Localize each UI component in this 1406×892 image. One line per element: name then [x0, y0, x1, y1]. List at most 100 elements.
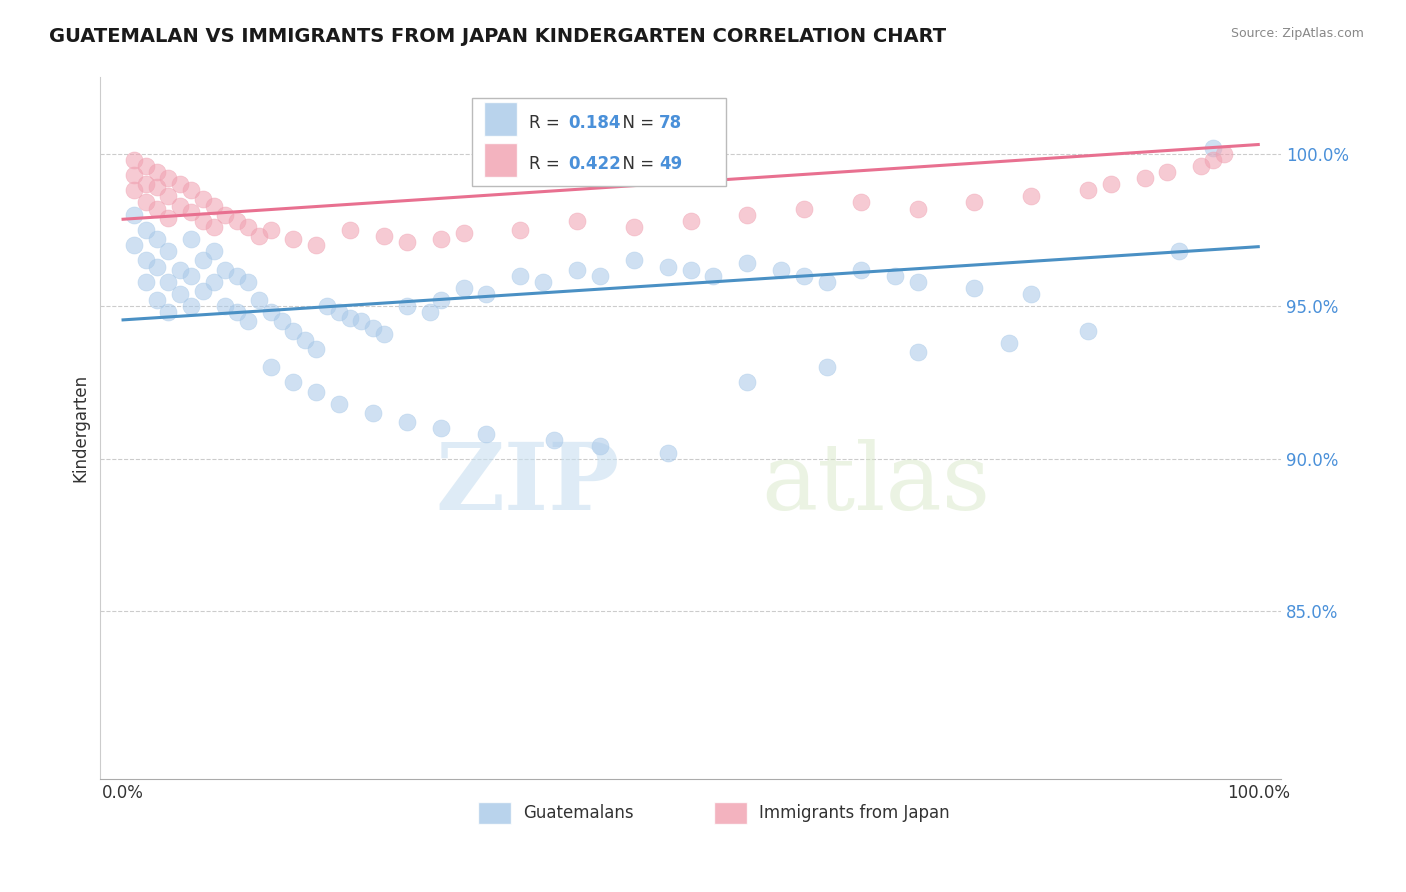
Point — [589, 268, 612, 283]
Point — [124, 238, 146, 252]
Point — [702, 268, 724, 283]
Point — [305, 384, 328, 399]
Point — [225, 305, 247, 319]
Point — [135, 223, 157, 237]
Text: R =: R = — [529, 155, 565, 173]
Point — [737, 256, 759, 270]
Point — [453, 226, 475, 240]
Point — [214, 299, 236, 313]
Point — [884, 268, 907, 283]
Point — [531, 275, 554, 289]
Point — [453, 281, 475, 295]
Point — [294, 333, 316, 347]
Text: N =: N = — [612, 155, 659, 173]
Point — [180, 183, 202, 197]
FancyBboxPatch shape — [472, 98, 725, 186]
Point — [202, 244, 225, 259]
Point — [135, 159, 157, 173]
Point — [1077, 324, 1099, 338]
Text: N =: N = — [612, 114, 659, 132]
Point — [214, 262, 236, 277]
FancyBboxPatch shape — [478, 802, 512, 824]
Point — [157, 171, 180, 186]
Y-axis label: Kindergarten: Kindergarten — [72, 374, 89, 483]
Point — [589, 439, 612, 453]
Point — [169, 177, 191, 191]
Point — [395, 235, 418, 249]
Point — [793, 268, 815, 283]
Point — [236, 219, 259, 234]
Point — [1019, 189, 1042, 203]
Point — [191, 253, 214, 268]
Point — [623, 253, 645, 268]
Point — [202, 198, 225, 212]
Point — [328, 397, 350, 411]
Point — [146, 232, 169, 246]
Point — [146, 180, 169, 194]
Point — [737, 376, 759, 390]
Point — [124, 168, 146, 182]
Point — [907, 202, 929, 216]
Point — [247, 293, 270, 307]
Point — [907, 345, 929, 359]
Point — [679, 213, 702, 227]
Point — [236, 275, 259, 289]
Point — [623, 219, 645, 234]
Point — [328, 305, 350, 319]
Point — [180, 268, 202, 283]
Point — [157, 244, 180, 259]
Point — [361, 320, 384, 334]
Text: 0.184: 0.184 — [568, 114, 620, 132]
Text: 49: 49 — [659, 155, 682, 173]
Point — [1167, 244, 1189, 259]
Point — [259, 305, 281, 319]
Text: GUATEMALAN VS IMMIGRANTS FROM JAPAN KINDERGARTEN CORRELATION CHART: GUATEMALAN VS IMMIGRANTS FROM JAPAN KIND… — [49, 27, 946, 45]
Point — [202, 275, 225, 289]
Point — [271, 314, 294, 328]
Point — [543, 434, 565, 448]
Point — [395, 299, 418, 313]
Point — [191, 213, 214, 227]
Point — [305, 342, 328, 356]
Text: Source: ZipAtlas.com: Source: ZipAtlas.com — [1230, 27, 1364, 40]
Point — [430, 421, 453, 435]
Point — [124, 183, 146, 197]
Point — [1099, 177, 1122, 191]
Point — [361, 406, 384, 420]
Point — [259, 360, 281, 375]
Point — [169, 262, 191, 277]
Point — [475, 427, 498, 442]
Point — [815, 360, 838, 375]
Point — [135, 253, 157, 268]
Point — [124, 208, 146, 222]
Point — [1213, 146, 1236, 161]
Point — [350, 314, 373, 328]
Text: atlas: atlas — [762, 439, 991, 529]
Point — [679, 262, 702, 277]
Point — [191, 193, 214, 207]
Point — [180, 204, 202, 219]
Point — [475, 287, 498, 301]
Point — [305, 238, 328, 252]
Point — [1019, 287, 1042, 301]
FancyBboxPatch shape — [714, 802, 748, 824]
Point — [963, 195, 986, 210]
Point — [565, 213, 588, 227]
Point — [849, 262, 872, 277]
Point — [180, 299, 202, 313]
Point — [509, 268, 531, 283]
Point — [316, 299, 339, 313]
Point — [236, 314, 259, 328]
Text: ZIP: ZIP — [436, 439, 620, 529]
Point — [283, 324, 305, 338]
Point — [997, 335, 1019, 350]
Point — [135, 195, 157, 210]
Point — [124, 153, 146, 167]
FancyBboxPatch shape — [484, 144, 517, 177]
Point — [146, 293, 169, 307]
Point — [1156, 165, 1178, 179]
Point — [1133, 171, 1156, 186]
Point — [135, 275, 157, 289]
Point — [657, 445, 679, 459]
Point — [225, 268, 247, 283]
